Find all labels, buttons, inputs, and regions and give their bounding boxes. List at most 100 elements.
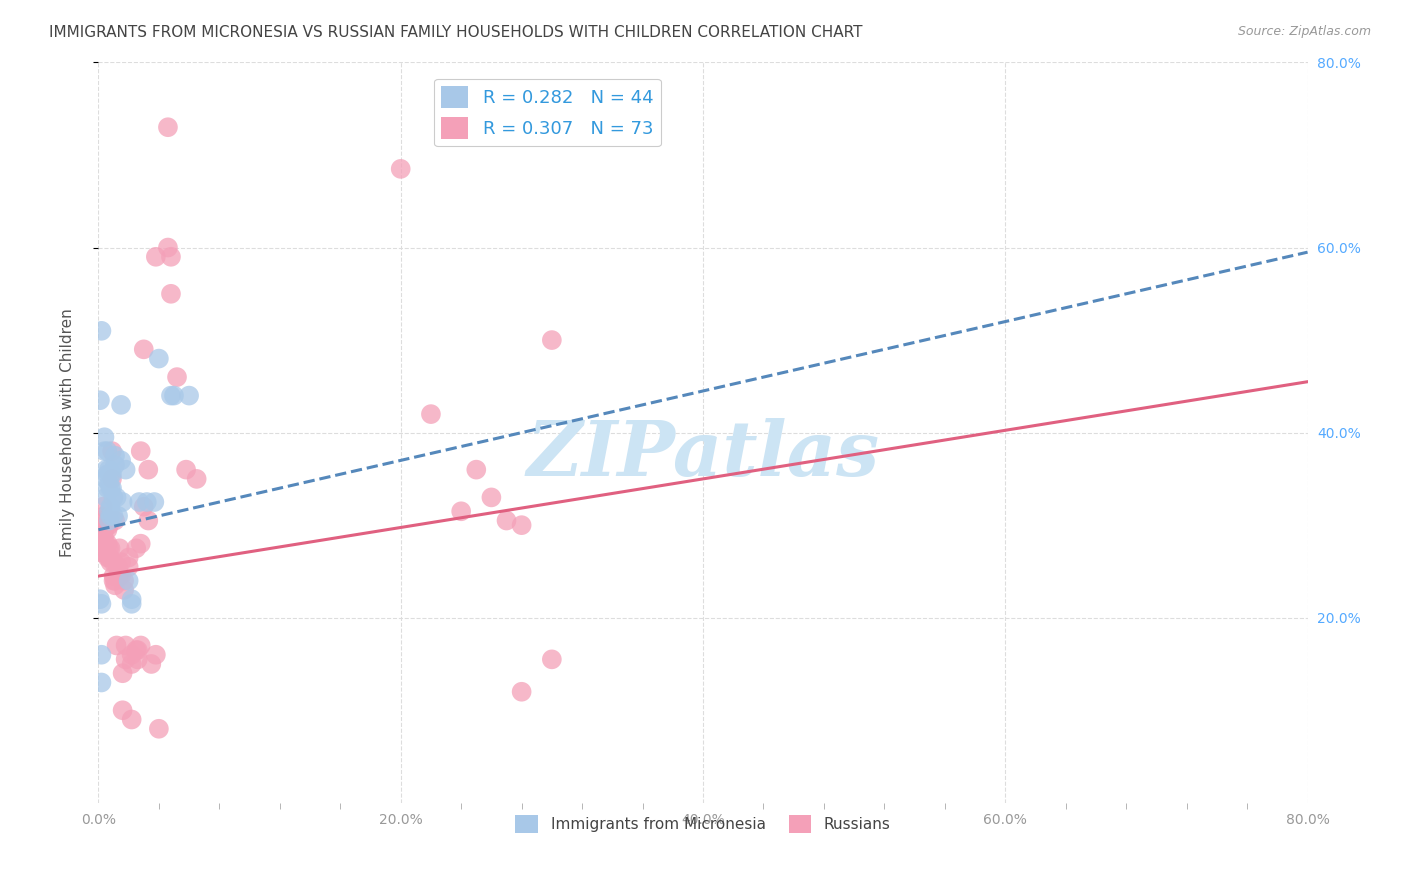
Point (100, 500, 122, 514)
Point (89, 592, 111, 607)
Point (156, 120, 179, 135)
Point (98, 550, 121, 565)
Point (136, 462, 159, 476)
Point (118, 559, 141, 574)
Point (112, 574, 135, 588)
Y-axis label: Family Households with Children: Family Households with Children (60, 309, 75, 557)
Point (389, 161, 412, 176)
Point (104, 514, 127, 528)
Point (114, 639, 136, 653)
Point (90, 675, 112, 690)
Point (179, 388, 201, 402)
Point (93, 541, 115, 556)
Point (450, 504, 472, 518)
Point (107, 569, 129, 583)
Point (121, 657, 143, 671)
Point (104, 449, 127, 463)
Point (100, 481, 122, 495)
Point (100, 467, 122, 482)
Point (143, 495, 166, 509)
Point (108, 569, 131, 583)
Point (129, 639, 152, 653)
Point (111, 666, 134, 681)
Point (94, 462, 117, 476)
Point (94, 546, 117, 560)
Point (145, 250, 167, 264)
Point (127, 652, 149, 666)
Point (101, 444, 124, 458)
Point (100, 508, 122, 523)
Point (125, 541, 148, 556)
Point (465, 462, 488, 476)
Point (94, 472, 117, 486)
Point (98, 514, 121, 528)
Point (101, 481, 124, 495)
Point (110, 453, 132, 467)
Point (89, 393, 111, 408)
Point (110, 398, 132, 412)
Point (94, 514, 117, 528)
Point (98, 504, 121, 518)
Point (145, 648, 167, 662)
Point (105, 491, 128, 505)
Point (125, 643, 148, 657)
Point (121, 597, 143, 611)
Point (107, 559, 129, 574)
Point (96, 536, 118, 550)
Point (128, 495, 150, 509)
Point (98, 462, 121, 476)
Point (103, 555, 125, 569)
Point (90, 648, 112, 662)
Point (103, 574, 125, 588)
Point (121, 648, 143, 662)
Point (90, 324, 112, 338)
Point (107, 508, 129, 523)
Point (148, 722, 170, 736)
Point (110, 569, 132, 583)
Point (93, 430, 115, 444)
Point (90, 597, 112, 611)
Point (93, 444, 115, 458)
Point (129, 444, 152, 458)
Point (91, 500, 114, 514)
Point (112, 582, 135, 597)
Point (420, 407, 443, 421)
Point (160, 286, 183, 301)
Point (98, 541, 121, 556)
Point (118, 550, 141, 565)
Point (121, 592, 143, 607)
Point (103, 508, 125, 523)
Point (94, 491, 117, 505)
Point (186, 472, 208, 486)
Point (96, 481, 118, 495)
Point (93, 508, 115, 523)
Point (127, 643, 149, 657)
Point (540, 652, 562, 666)
Point (103, 569, 125, 583)
Point (135, 495, 157, 509)
Legend: Immigrants from Micronesia, Russians: Immigrants from Micronesia, Russians (509, 809, 897, 839)
Point (111, 495, 134, 509)
Point (114, 652, 136, 666)
Point (160, 388, 183, 402)
Point (104, 574, 127, 588)
Point (132, 343, 155, 357)
Point (118, 574, 141, 588)
Point (495, 514, 517, 528)
Point (90, 532, 112, 546)
Point (121, 713, 143, 727)
Point (132, 500, 155, 514)
Point (96, 467, 118, 482)
Point (96, 523, 118, 537)
Point (163, 388, 186, 402)
Point (174, 462, 197, 476)
Text: ZIPatlas: ZIPatlas (526, 417, 880, 491)
Point (108, 541, 131, 556)
Point (96, 444, 118, 458)
Text: Source: ZipAtlas.com: Source: ZipAtlas.com (1237, 25, 1371, 38)
Point (166, 370, 188, 384)
Point (90, 523, 112, 537)
Point (94, 518, 117, 533)
Point (111, 703, 134, 717)
Text: IMMIGRANTS FROM MICRONESIA VS RUSSIAN FAMILY HOUSEHOLDS WITH CHILDREN CORRELATIO: IMMIGRANTS FROM MICRONESIA VS RUSSIAN FA… (49, 25, 863, 40)
